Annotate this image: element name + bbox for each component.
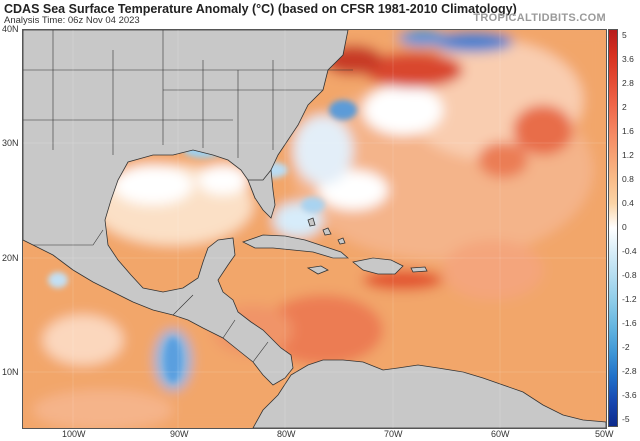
colorbar [608, 29, 618, 427]
colorbar-tick-label: 2 [622, 102, 627, 112]
lon-label-100w: 100W [62, 429, 86, 439]
colorbar-tick-label: 0.8 [622, 174, 634, 184]
borders [23, 30, 353, 363]
colorbar-tick-label: 0 [622, 222, 627, 232]
lon-label-50w: 50W [595, 429, 614, 439]
colorbar-tick-label: 1.2 [622, 150, 634, 160]
colorbar-tick-label: -0.8 [622, 270, 637, 280]
sst-anomaly-map [22, 29, 607, 429]
colorbar-tick-label: -5 [622, 414, 630, 424]
colorbar-tick-label: -1.6 [622, 318, 637, 328]
colorbar-tick-label: -2 [622, 342, 630, 352]
colorbar-tick-label: -2.8 [622, 366, 637, 376]
colorbar-tick-label: -3.6 [622, 390, 637, 400]
lat-label-20n: 20N [2, 253, 19, 263]
colorbar-tick-label: 3.6 [622, 54, 634, 64]
lat-label-30n: 30N [2, 138, 19, 148]
lon-label-80w: 80W [277, 429, 296, 439]
colorbar-tick-label: 5 [622, 30, 627, 40]
lat-label-10n: 10N [2, 367, 19, 377]
lon-label-60w: 60W [491, 429, 510, 439]
colorbar-tick-label: 2.8 [622, 78, 634, 88]
land [23, 30, 606, 428]
colorbar-tick-label: -0.4 [622, 246, 637, 256]
gridlines [23, 30, 606, 428]
lon-label-70w: 70W [384, 429, 403, 439]
watermark: TROPICALTIDBITS.COM [473, 12, 606, 24]
lon-label-90w: 90W [170, 429, 189, 439]
analysis-time: Analysis Time: 06z Nov 04 2023 [4, 15, 140, 26]
colorbar-tick-label: 0.4 [622, 198, 634, 208]
colorbar-tick-label: -1.2 [622, 294, 637, 304]
colorbar-tick-label: 1.6 [622, 126, 634, 136]
lat-label-40n: 40N [2, 24, 19, 34]
map-title: CDAS Sea Surface Temperature Anomaly (°C… [4, 2, 517, 16]
